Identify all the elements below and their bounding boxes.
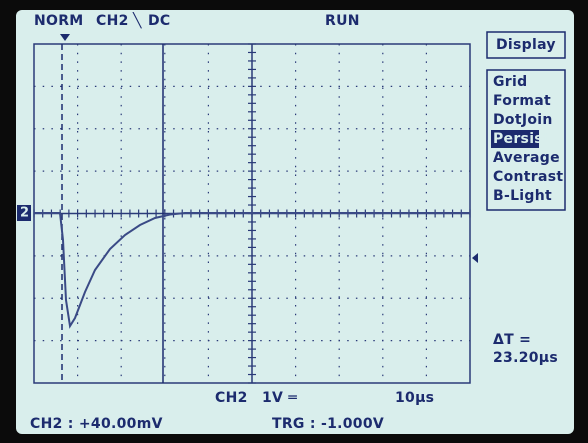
menu-title[interactable]: Display xyxy=(496,37,556,53)
scale-channel: CH2 xyxy=(215,390,248,406)
page: NORM CH2 ╲ DC RUN 2 Display Grid Format Do… xyxy=(0,0,588,443)
menu-item[interactable]: Persist xyxy=(493,131,550,147)
slope-symbol: ╲ xyxy=(132,12,143,29)
delta-t-value: 23.20µs xyxy=(493,350,558,366)
menu-item[interactable]: Contrast xyxy=(493,169,563,185)
volts-per-div: 1V ═ xyxy=(262,390,297,406)
channel: CH2 xyxy=(96,13,129,29)
menu-item[interactable]: Average xyxy=(493,150,560,166)
menu-item[interactable]: Format xyxy=(493,93,551,109)
oscilloscope-screen: NORM CH2 ╲ DC RUN 2 Display Grid Format Do… xyxy=(0,0,588,443)
trigger-level: TRG : -1.000V xyxy=(272,416,384,432)
run-state: RUN xyxy=(325,13,360,29)
delta-t-label: ΔT = xyxy=(493,332,531,348)
menu-item[interactable]: Grid xyxy=(493,74,527,90)
screen xyxy=(16,10,574,434)
time-per-div: 10µs xyxy=(395,390,434,406)
coupling: DC xyxy=(148,13,171,29)
mode: NORM xyxy=(34,13,84,29)
menu-item[interactable]: B-Light xyxy=(493,188,552,204)
channel-marker: 2 xyxy=(20,206,29,221)
channel-reading: CH2 : +40.00mV xyxy=(30,416,163,432)
menu-item[interactable]: DotJoin xyxy=(493,112,553,128)
